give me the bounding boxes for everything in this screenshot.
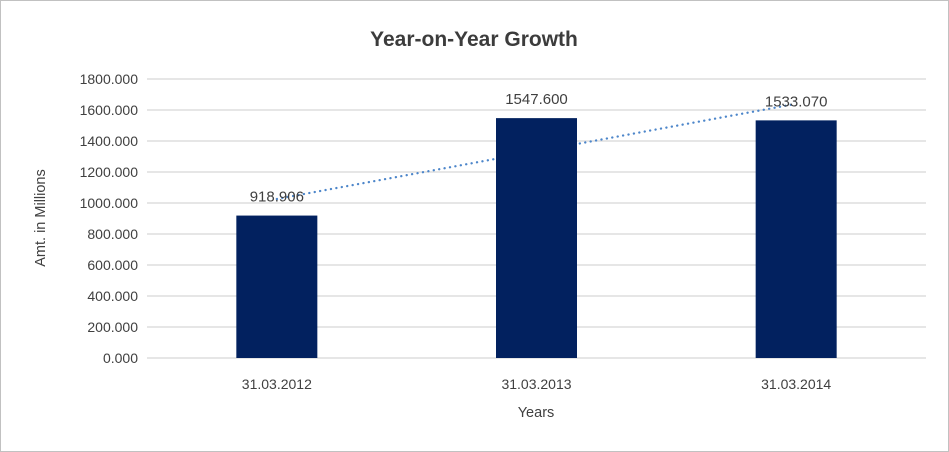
data-label: 1533.070 bbox=[765, 93, 828, 110]
bar bbox=[496, 118, 577, 358]
y-tick-label: 0.000 bbox=[103, 350, 138, 366]
data-labels: 918.906 1547.600 1533.070 bbox=[250, 91, 828, 205]
x-axis-title: Years bbox=[518, 405, 555, 421]
y-axis-tick-labels: 0.000 200.000 400.000 600.000 800.000 1000.00… bbox=[80, 71, 139, 366]
x-tick-label: 31.03.2013 bbox=[501, 376, 571, 392]
y-tick-label: 1600.000 bbox=[80, 102, 139, 118]
chart-title: Year-on-Year Growth bbox=[370, 28, 578, 51]
data-label: 1547.600 bbox=[505, 91, 568, 108]
y-tick-label: 1800.000 bbox=[80, 71, 139, 87]
y-tick-label: 1200.000 bbox=[80, 164, 139, 180]
y-tick-label: 1400.000 bbox=[80, 133, 139, 149]
y-axis-title: Amt. in Millions bbox=[33, 169, 49, 267]
y-tick-label: 600.000 bbox=[87, 257, 138, 273]
x-axis-tick-labels: 31.03.2012 31.03.2013 31.03.2014 bbox=[242, 376, 832, 392]
y-tick-label: 800.000 bbox=[87, 226, 138, 242]
y-tick-label: 200.000 bbox=[87, 319, 138, 335]
bar bbox=[755, 120, 837, 359]
x-tick-label: 31.03.2012 bbox=[242, 376, 312, 392]
data-label: 918.906 bbox=[250, 189, 304, 206]
y-tick-label: 400.000 bbox=[87, 288, 138, 304]
x-tick-label: 31.03.2014 bbox=[761, 376, 831, 392]
y-tick-label: 1000.000 bbox=[80, 195, 139, 211]
bar bbox=[236, 215, 318, 358]
bars bbox=[236, 118, 837, 359]
